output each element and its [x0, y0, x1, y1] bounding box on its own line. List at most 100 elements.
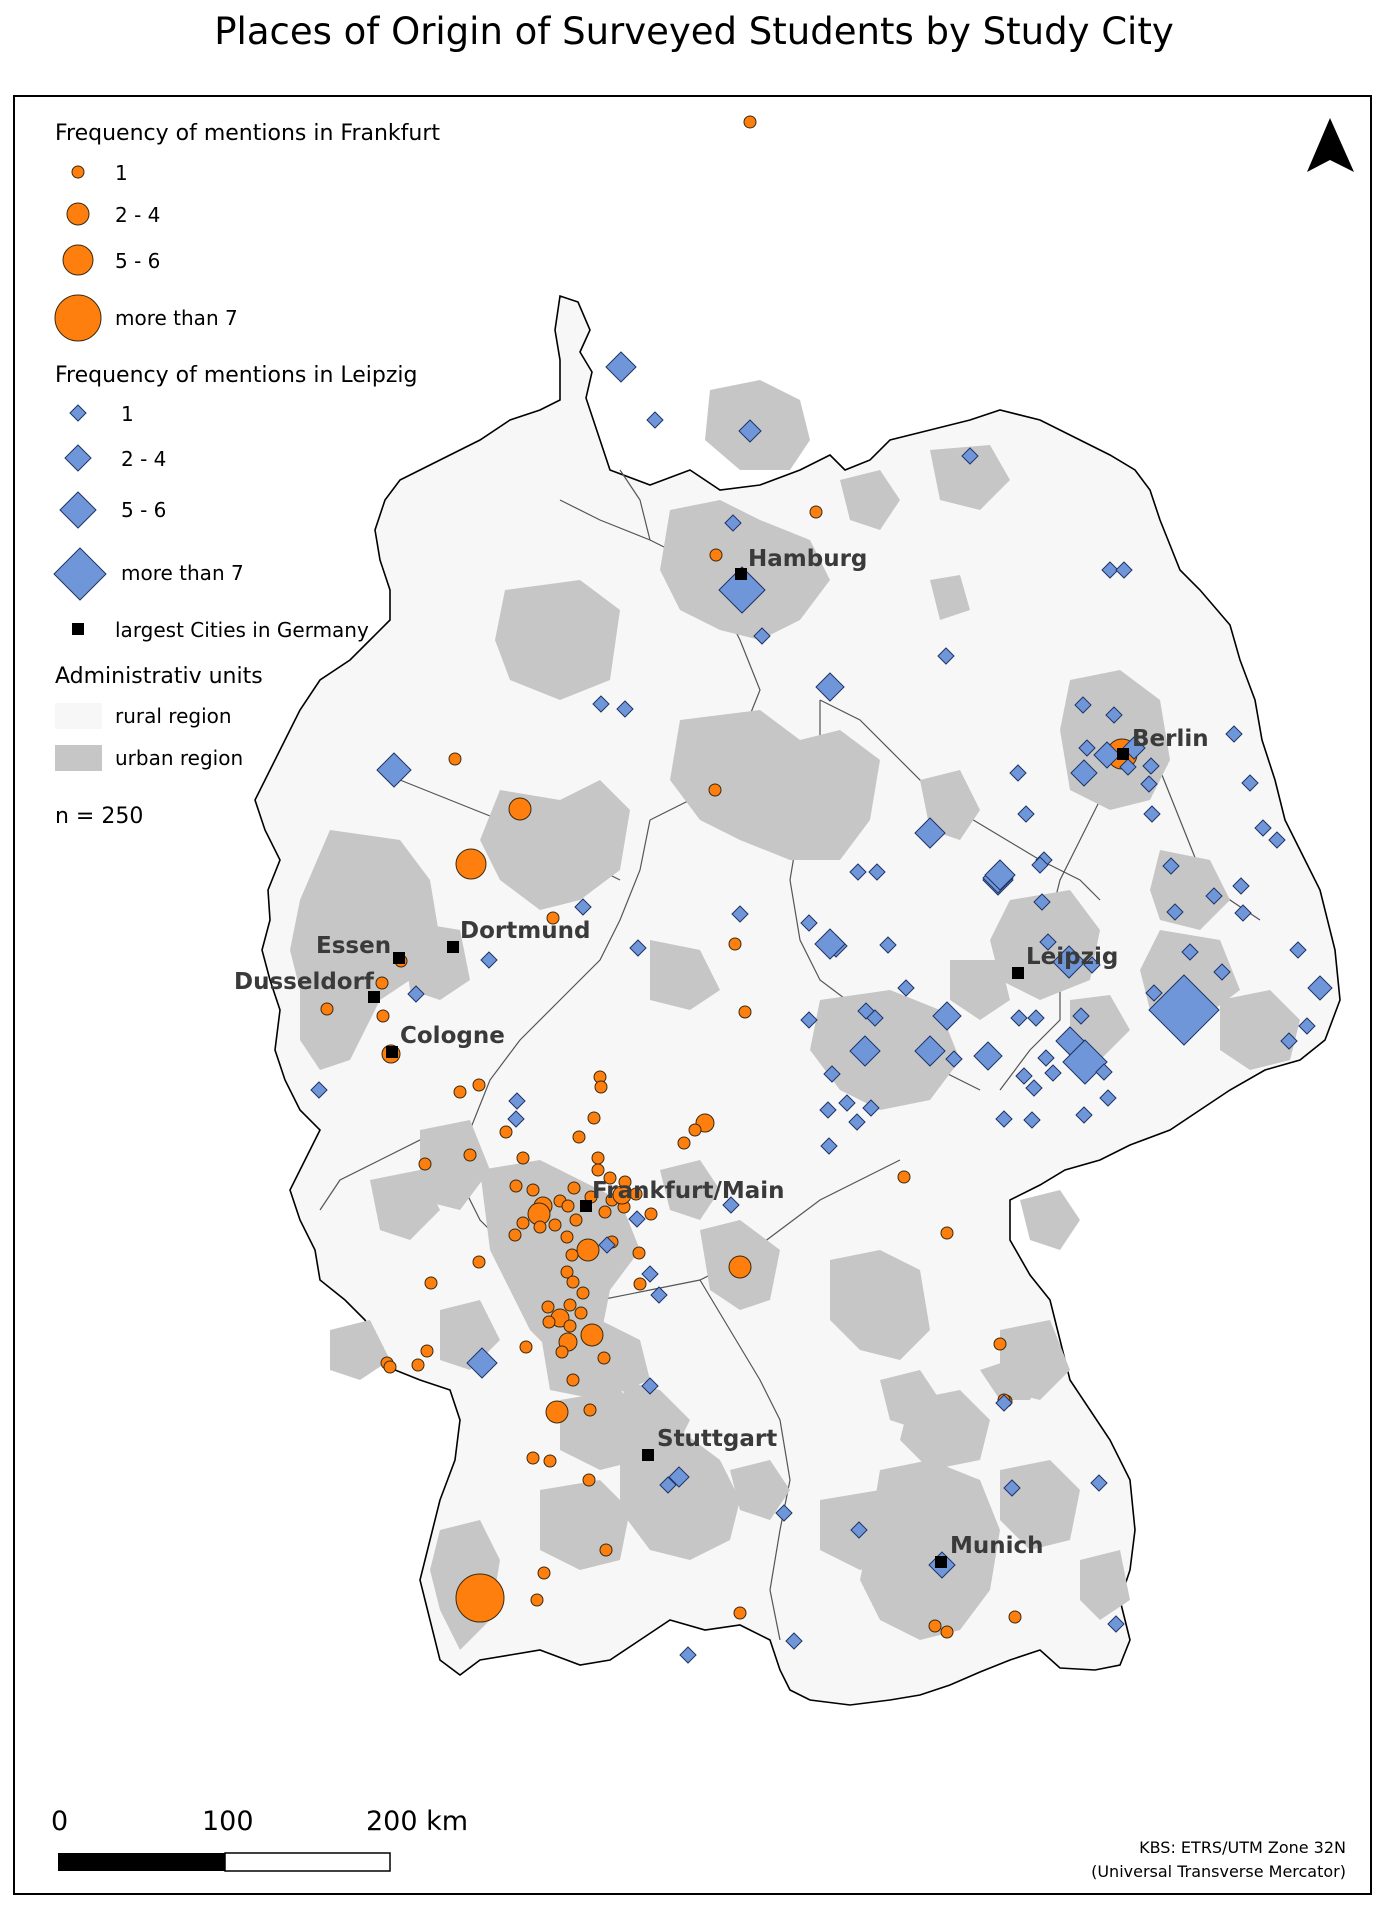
urban-region — [705, 380, 810, 470]
leipzig-mention-diamond — [1078, 739, 1096, 757]
leipzig-mention-diamond — [629, 939, 647, 957]
scale-bar — [58, 1852, 391, 1872]
urban-region — [1220, 990, 1300, 1070]
frankfurt-mention-circle — [733, 1606, 747, 1620]
leipzig-mention-diamond — [1009, 764, 1027, 782]
frankfurt-mention-circle — [1008, 1610, 1022, 1624]
leipzig-mention-diamond — [1148, 974, 1220, 1046]
leipzig-mention-diamond — [480, 951, 498, 969]
leipzig-mention-diamond — [820, 1137, 838, 1155]
leipzig-mention-diamond — [1010, 1009, 1028, 1027]
legend-urban-swatch — [55, 745, 102, 771]
frankfurt-mention-circle — [560, 1230, 574, 1244]
frankfurt-mention-circle — [728, 937, 742, 951]
frankfurt-mention-circle — [644, 1207, 658, 1221]
leipzig-mention-diamond — [1307, 975, 1333, 1001]
legend-city-marker — [72, 623, 84, 635]
urban-region — [650, 940, 720, 1010]
leipzig-mention-diamond — [1075, 1106, 1093, 1124]
leipzig-mention-diamond — [1166, 903, 1184, 921]
map-title: Places of Origin of Surveyed Students by… — [214, 10, 1174, 53]
leipzig-mention-diamond — [574, 898, 592, 916]
leipzig-mention-diamond — [1027, 1009, 1045, 1027]
frankfurt-mention-circle — [582, 1473, 596, 1487]
leipzig-mention-diamond — [668, 1466, 690, 1488]
frankfurt-mention-circle — [629, 1187, 643, 1201]
urban-region — [950, 960, 1010, 1020]
legend-frankfurt-heading: Frequency of mentions in Frankfurt — [55, 121, 441, 146]
legend-rural-label: rural region — [115, 704, 232, 728]
leipzig-mention-diamond — [1268, 831, 1286, 849]
legend-leipzig-7plus — [53, 547, 107, 601]
frankfurt-mention-circle — [453, 1085, 467, 1099]
city-markers — [368, 568, 1129, 1568]
leipzig-mention-diamond — [1232, 877, 1250, 895]
leipzig-mention-diamond — [995, 1394, 1013, 1412]
city-label-leipzig: Leipzig — [1026, 944, 1119, 970]
urban-region — [980, 1360, 1040, 1400]
legend-leipzig-label-1: 1 — [121, 402, 134, 426]
frankfurt-mention-circle — [563, 1298, 577, 1312]
frankfurt-mention-circle — [526, 1451, 540, 1465]
frankfurt-mention-circle — [633, 1277, 647, 1291]
legend-frankfurt-label-4: more than 7 — [115, 306, 238, 330]
urban-region — [670, 710, 880, 860]
urban-region — [880, 1370, 940, 1430]
leipzig-mention-diamond — [1225, 725, 1243, 743]
frankfurt-mention-circle — [455, 1573, 505, 1623]
frankfurt-mention-circle — [728, 1255, 752, 1279]
leipzig-mention-diamond — [868, 863, 886, 881]
leipzig-mention-diamond — [1033, 893, 1051, 911]
frankfurt-mention-circle — [516, 1216, 530, 1230]
leipzig-mention-diamond — [937, 647, 955, 665]
urban-region — [930, 575, 970, 620]
leipzig-mention-diamond — [1280, 1032, 1298, 1050]
frankfurt-mention-circle — [561, 1199, 575, 1213]
leipzig-mention-diamond — [718, 566, 766, 614]
leipzig-mention-diamond — [376, 752, 412, 788]
frankfurt-mention-circle — [591, 1151, 605, 1165]
frankfurt-mention-circle — [587, 1111, 601, 1125]
urban-region — [840, 470, 900, 530]
leipzig-mention-diamond — [1205, 887, 1223, 905]
frankfurt-mention-circle — [576, 1238, 600, 1262]
leipzig-mention-diamond — [1070, 759, 1098, 787]
frankfurt-mention-circle — [548, 1218, 562, 1232]
frankfurt-mention-circle — [743, 115, 757, 129]
frankfurt-mention-circle — [709, 548, 723, 562]
leipzig-mention-diamond — [800, 914, 818, 932]
leipzig-mention-diamond — [914, 817, 946, 849]
frankfurt-mention-circle — [545, 1400, 569, 1424]
urban-region — [810, 990, 960, 1110]
frankfurt-mention-circle — [542, 1315, 556, 1329]
frankfurt-mention-circle — [567, 1181, 581, 1195]
frankfurt-mention-circle — [424, 1276, 438, 1290]
leipzig-mention-diamond — [1052, 945, 1086, 979]
leipzig-mention-diamond — [646, 411, 664, 429]
urban-region — [1020, 1190, 1080, 1250]
leipzig-mention-diamond — [659, 1476, 677, 1494]
city-label-hamburg: Hamburg — [748, 546, 868, 572]
leipzig-mention-diamond — [1213, 963, 1231, 981]
frankfurt-mention-circle — [376, 1009, 390, 1023]
leipzig-mention-diamond — [1072, 1007, 1090, 1025]
legend-rural-swatch — [55, 703, 102, 729]
legend-frankfurt-2-4 — [66, 202, 90, 226]
frankfurt-mention-circle — [519, 1340, 533, 1354]
frankfurt-mention-circle — [566, 1275, 580, 1289]
leipzig-mention-diamond — [731, 905, 749, 923]
leipzig-mention-diamond — [862, 1099, 880, 1117]
leipzig-mention-diamond — [310, 1081, 328, 1099]
leipzig-mention-diamond — [849, 863, 867, 881]
city-label-dortmund: Dortmund — [460, 918, 591, 944]
legend-frankfurt-5-6 — [62, 244, 94, 276]
leipzig-mention-diamond — [641, 1377, 659, 1395]
urban-region — [660, 1160, 720, 1220]
leipzig-mention-diamond — [1044, 1064, 1062, 1082]
leipzig-mention-diamond — [849, 1035, 881, 1067]
leipzig-mention-diamond — [1093, 741, 1121, 769]
frankfurt-mention-circle — [576, 1286, 590, 1300]
leipzig-mention-diamond — [1090, 1474, 1108, 1492]
leipzig-mention-diamond — [914, 1035, 946, 1067]
leipzig-mention-diamond — [785, 1632, 803, 1650]
